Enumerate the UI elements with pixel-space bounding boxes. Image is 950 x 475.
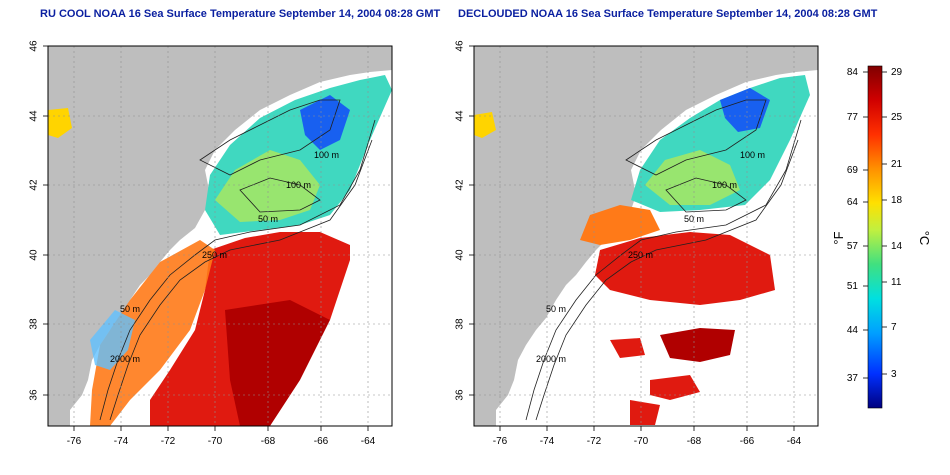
x-tick-label: -72 (587, 436, 602, 447)
contour-label: 100 m (286, 180, 311, 190)
contour-label: 2000 m (536, 354, 566, 364)
colorbar-c-label: 14 (891, 241, 903, 252)
right-map-orange (580, 205, 660, 245)
right-map-deep-red-patch (660, 328, 735, 362)
colorbar-gradient (867, 65, 883, 409)
left-map-mixed-clouds (90, 310, 135, 370)
x-tick-label: -68 (261, 436, 276, 447)
right-map-green-band (645, 150, 740, 205)
left-map-warm-orange (90, 240, 215, 426)
contour-label: 250 m (628, 250, 653, 260)
y-tick-label: 44 (29, 110, 40, 122)
colorbar-f-label: 77 (847, 112, 859, 123)
right-map-grid (474, 46, 818, 426)
colorbar-f-label: 51 (847, 281, 859, 292)
colorbar: 84 77 69 64 57 51 44 37 29 25 21 18 14 11 7 3 °F °C (831, 65, 932, 409)
x-tick-label: -66 (314, 436, 329, 447)
x-tick-label: -74 (540, 436, 555, 447)
left-map-swath-gap (270, 150, 392, 426)
left-map-deep-red (225, 300, 330, 426)
x-axis-labels: -76 -74 -72 -70 -68 -66 -64 -76 -74 -72 -70 -68 -66 -… (43, 45, 802, 447)
left-map (47, 45, 393, 427)
x-tick-label: -64 (361, 436, 376, 447)
left-map-grid (48, 46, 392, 426)
colorbar-c-label: 3 (891, 369, 897, 380)
x-tick-label: -68 (687, 436, 702, 447)
colorbar-c-label: 7 (891, 322, 897, 333)
right-map-title: DECLOUDED NOAA 16 Sea Surface Temperatur… (458, 8, 878, 20)
colorbar-f-label: 57 (847, 241, 859, 252)
right-map (473, 45, 819, 427)
right-map-red-patch-2 (650, 375, 700, 400)
x-tick-label: -70 (208, 436, 223, 447)
right-map-warm-core (595, 232, 775, 305)
contour-labels: 100 m 100 m 50 m 250 m 50 m 2000 m 100 m… (110, 150, 765, 364)
x-tick-label: -74 (114, 436, 129, 447)
contour-label: 100 m (712, 180, 737, 190)
colorbar-f-label: 84 (847, 67, 859, 78)
x-tick-label: -66 (740, 436, 755, 447)
right-map-frame (473, 45, 819, 427)
left-map-frame (47, 45, 393, 427)
y-tick-label: 38 (455, 318, 466, 330)
colorbar-c-label: 11 (891, 277, 902, 288)
y-tick-label: 36 (29, 389, 40, 401)
y-tick-label: 42 (455, 179, 466, 191)
colorbar-f-label: 37 (847, 373, 859, 384)
colorbar-c-label: 21 (891, 159, 903, 170)
colorbar-unit-f: °F (831, 231, 846, 244)
left-map-green-band (215, 150, 320, 222)
x-tick-label: -70 (634, 436, 649, 447)
colorbar-c-label: 29 (891, 67, 903, 78)
colorbar-unit-c: °C (917, 231, 932, 246)
contour-label: 50 m (684, 214, 704, 224)
contour-label: 50 m (258, 214, 278, 224)
x-tick-label: -72 (161, 436, 176, 447)
contour-label: 100 m (314, 150, 339, 160)
y-tick-label: 40 (29, 249, 40, 261)
y-tick-label: 36 (455, 389, 466, 401)
y-tick-label: 46 (455, 40, 466, 52)
contour-label: 50 m (120, 304, 140, 314)
y-tick-label: 42 (29, 179, 40, 191)
y-tick-label: 46 (29, 40, 40, 52)
colorbar-c-label: 18 (891, 195, 903, 206)
colorbar-f-label: 44 (847, 325, 859, 336)
contour-label: 2000 m (110, 354, 140, 364)
colorbar-c-label: 25 (891, 112, 903, 123)
left-map-yellow-patch (48, 108, 72, 138)
y-tick-label: 40 (455, 249, 466, 261)
y-tick-label: 44 (455, 110, 466, 122)
colorbar-f-label: 64 (847, 197, 859, 208)
right-map-red-patch-1 (610, 338, 645, 358)
x-tick-label: -64 (787, 436, 802, 447)
right-map-red-patch-3 (630, 400, 660, 425)
x-tick-label: -76 (493, 436, 508, 447)
right-map-yellow-patch (474, 112, 496, 138)
y-tick-label: 38 (29, 318, 40, 330)
colorbar-ticks: 84 77 69 64 57 51 44 37 29 25 21 18 14 11 7 3 (847, 67, 903, 384)
y-axis-labels: 36 38 40 42 44 46 36 38 40 42 44 46 (29, 40, 466, 401)
contour-label: 100 m (740, 150, 765, 160)
left-map-title: RU COOL NOAA 16 Sea Surface Temperature … (40, 8, 441, 20)
x-tick-label: -76 (67, 436, 82, 447)
contour-label: 50 m (546, 304, 566, 314)
right-map-blue-patch (720, 88, 770, 132)
contour-label: 250 m (202, 250, 227, 260)
colorbar-f-label: 69 (847, 165, 859, 176)
